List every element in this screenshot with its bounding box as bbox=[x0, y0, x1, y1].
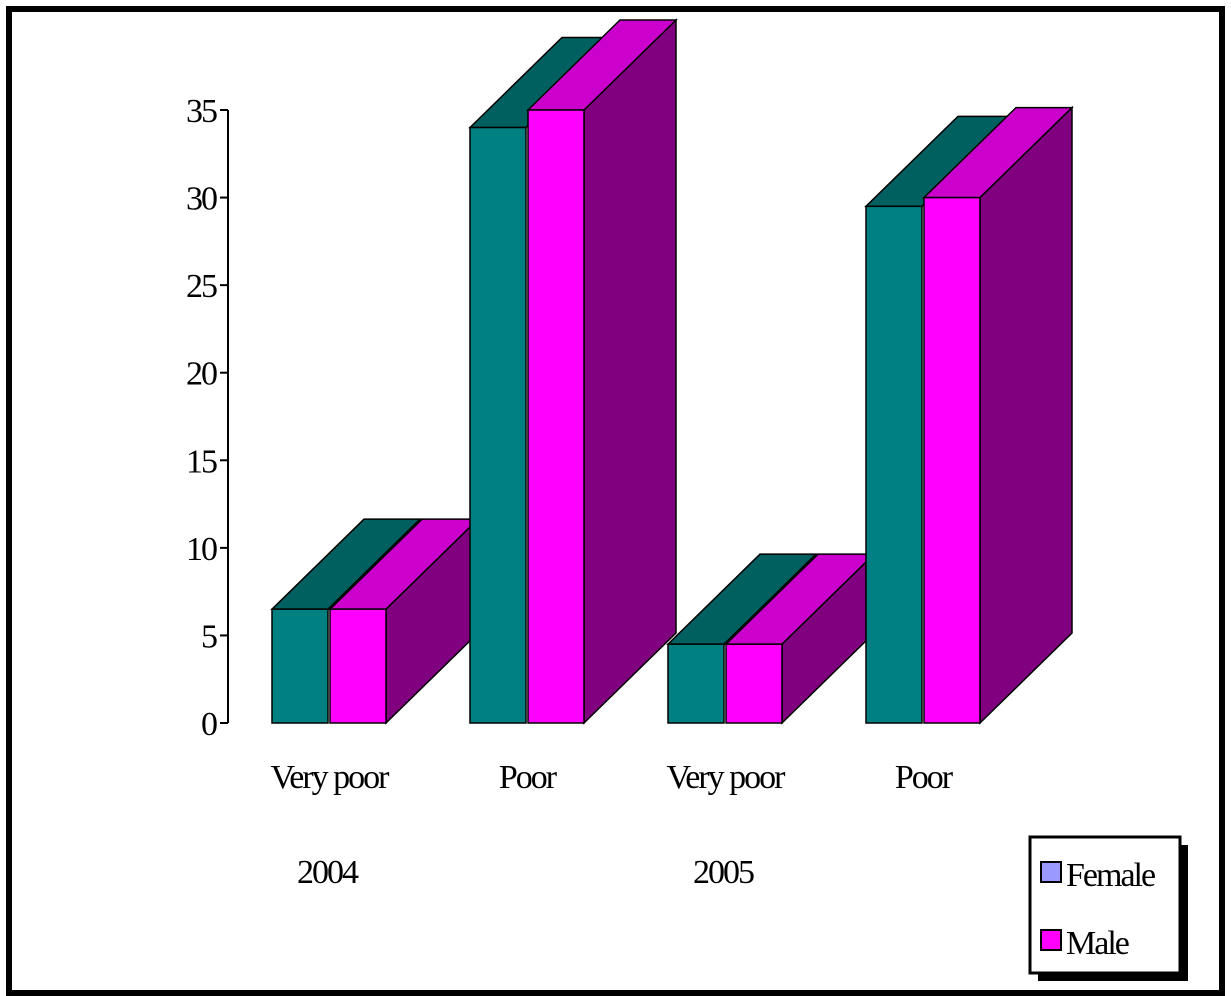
bar-male bbox=[726, 644, 782, 723]
legend-female-label: Female bbox=[1066, 857, 1155, 894]
bar-male bbox=[528, 110, 584, 723]
legend-male-swatch bbox=[1041, 930, 1061, 950]
y-tick-label: 0 bbox=[201, 706, 217, 743]
bar-side bbox=[980, 108, 1072, 723]
category-label: Very poor bbox=[270, 759, 390, 796]
bar-male bbox=[924, 198, 980, 723]
y-tick-label: 10 bbox=[186, 531, 217, 568]
y-tick-label: 35 bbox=[186, 93, 217, 130]
bar-female bbox=[866, 206, 922, 723]
legend-female-swatch bbox=[1041, 862, 1061, 882]
category-label: Poor bbox=[895, 759, 954, 796]
bar-female bbox=[668, 644, 724, 723]
y-tick-label: 15 bbox=[186, 443, 217, 480]
y-tick-label: 5 bbox=[201, 618, 217, 655]
bar-male bbox=[330, 609, 386, 723]
bar-female bbox=[470, 128, 526, 723]
category-label: Very poor bbox=[666, 759, 786, 796]
group-label: 2005 bbox=[693, 854, 754, 891]
bar-female bbox=[272, 609, 328, 723]
legend-male-label: Male bbox=[1066, 925, 1129, 962]
group-label: 2004 bbox=[297, 854, 359, 891]
y-tick-label: 30 bbox=[186, 181, 217, 218]
y-tick-label: 20 bbox=[186, 356, 217, 393]
bar-side bbox=[584, 20, 676, 723]
y-tick-label: 25 bbox=[186, 268, 217, 305]
category-label: Poor bbox=[499, 759, 558, 796]
